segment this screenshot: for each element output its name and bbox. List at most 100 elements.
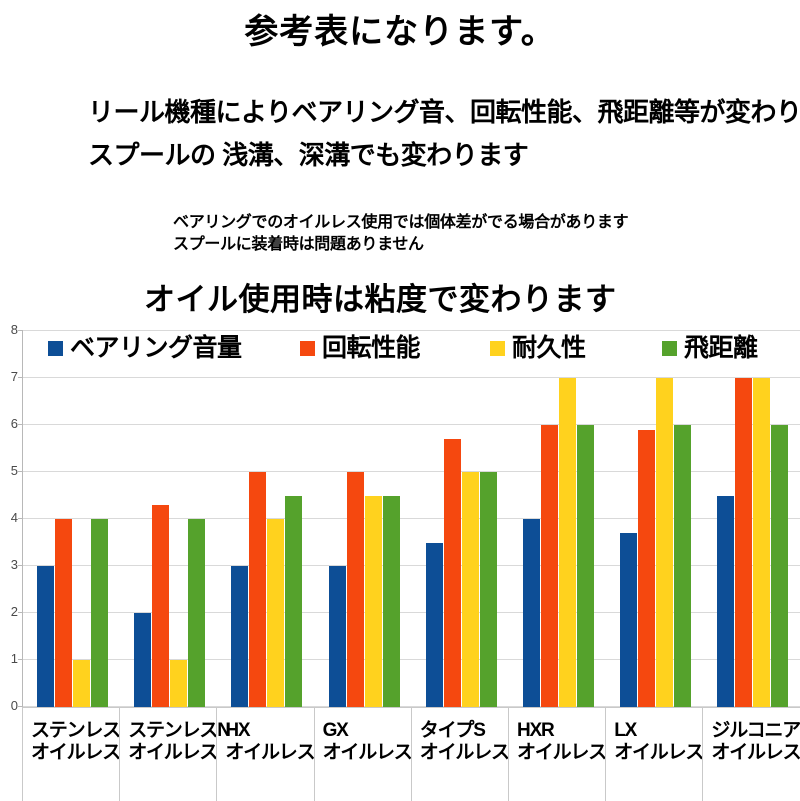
bars-layer [22, 330, 800, 707]
x-axis-label-line: ジルコニア [711, 720, 800, 741]
x-axis-label-line: HX [225, 720, 250, 741]
bar [152, 504, 170, 707]
y-tick-mark-4 [18, 518, 22, 519]
bar [328, 566, 346, 707]
gridline-8 [22, 330, 800, 331]
gridline-3 [22, 565, 800, 566]
bar [364, 495, 382, 707]
bar [285, 495, 303, 707]
x-axis-label-line: オイルレス [31, 742, 121, 764]
gridline-4 [22, 518, 800, 519]
bar [638, 429, 656, 707]
y-tick-mark-2 [18, 612, 22, 613]
y-tick-mark-6 [18, 424, 22, 425]
bar-group [411, 330, 508, 707]
header-note-2: スプールに装着時は問題ありません [173, 236, 424, 253]
x-axis-label-line: LX [614, 720, 637, 741]
bar [461, 472, 479, 707]
bar [479, 472, 497, 707]
bar [541, 425, 558, 707]
bar [37, 566, 54, 707]
bar-group [605, 330, 702, 707]
x-axis-label-line: ステンレス [31, 720, 121, 741]
bar [620, 533, 638, 707]
chart-legend: ベアリング音量 回転性能 耐久性 飛距離 [22, 330, 800, 370]
y-tick-label-8: 8 [10, 322, 18, 337]
x-axis-label-cell: タイプS オイルレス [410, 708, 510, 801]
bar [771, 425, 789, 707]
gridline-5 [22, 471, 800, 472]
header-note-1: ベアリングでのオイルレス使用では個体差がでる場合があります [173, 214, 629, 231]
x-axis-label-line: タイプS [419, 720, 486, 741]
legend-item-1[interactable]: ベアリング音量 [48, 336, 242, 361]
x-axis-labels: ステンレス オイルレス ステンレスN オイルレス HX オイルレス GX オイルレス タイプS オ… [22, 707, 800, 801]
bar [656, 378, 674, 707]
y-tick-mark-1 [18, 659, 22, 660]
y-tick-label-1: 1 [10, 651, 18, 666]
bar-group [119, 330, 216, 707]
gridline-0 [22, 706, 800, 707]
legend-swatch-icon [490, 341, 505, 356]
gridline-7 [22, 377, 800, 378]
bar [753, 378, 771, 707]
legend-swatch-icon [300, 341, 315, 356]
x-axis-label-cell: ジルコニア オイルレス [702, 708, 800, 801]
x-axis-label-cell: GX オイルレス [313, 708, 413, 801]
bar [523, 519, 540, 707]
legend-item-4[interactable]: 飛距離 [662, 336, 758, 361]
bar [346, 472, 364, 707]
y-tick-label-2: 2 [10, 604, 18, 619]
y-tick-mark-0 [18, 706, 22, 707]
bar [735, 378, 753, 707]
y-tick-mark-3 [18, 565, 22, 566]
gridline-1 [22, 659, 800, 660]
bar [55, 519, 72, 707]
x-axis-label-line: オイルレス [614, 742, 704, 764]
bar-group [22, 330, 119, 707]
legend-label: 耐久性 [512, 334, 586, 362]
x-axis-label-line: オイルレス [225, 742, 315, 764]
x-axis-label-line: オイルレス [711, 742, 800, 764]
plot-area [22, 330, 800, 707]
bar [188, 519, 206, 707]
x-axis-label-line: GX [322, 720, 349, 741]
bar-group [702, 330, 799, 707]
x-axis-label-cell: HX オイルレス [216, 708, 316, 801]
header-subline-1: リール機種によりベアリング音、回転性能、飛距離等が変わります。 [88, 97, 800, 127]
bar [231, 566, 249, 707]
bar [443, 439, 461, 707]
x-axis-label-cell: ステンレス オイルレス [22, 708, 121, 801]
x-axis-label-line: ステンレスN [128, 720, 231, 741]
x-axis-label-line: オイルレス [322, 742, 413, 764]
legend-swatch-icon [48, 341, 63, 356]
bar-group [508, 330, 605, 707]
legend-item-2[interactable]: 回転性能 [300, 334, 421, 362]
bar-group [314, 330, 411, 707]
y-tick-label-3: 3 [10, 557, 18, 572]
bar [73, 660, 90, 707]
y-tick-label-5: 5 [10, 463, 18, 478]
x-axis-label-line: オイルレス [419, 742, 510, 764]
page-headline: 参考表になります。 [244, 13, 556, 51]
bar [170, 660, 188, 707]
bar [382, 495, 400, 707]
bar [249, 472, 267, 707]
legend-item-3[interactable]: 耐久性 [490, 336, 586, 361]
y-tick-mark-8 [18, 330, 22, 331]
x-axis-label-cell: LX オイルレス [605, 708, 704, 801]
legend-label: 飛距離 [684, 334, 758, 362]
header-text-block: 参考表になります。 リール機種によりベアリング音、回転性能、飛距離等が変わります… [0, 0, 800, 318]
y-axis-line [22, 330, 23, 707]
bar [267, 519, 285, 707]
x-axis-label-cell: HXR オイルレス [508, 708, 607, 801]
legend-label: 回転性能 [322, 334, 421, 362]
y-tick-label-7: 7 [10, 369, 18, 384]
y-tick-mark-5 [18, 471, 22, 472]
bar-group [216, 330, 313, 707]
bar [425, 542, 443, 707]
y-tick-label-0: 0 [10, 698, 18, 713]
y-tick-label-4: 4 [10, 510, 18, 525]
y-tick-mark-7 [18, 377, 22, 378]
legend-label: ベアリング音量 [70, 334, 242, 362]
